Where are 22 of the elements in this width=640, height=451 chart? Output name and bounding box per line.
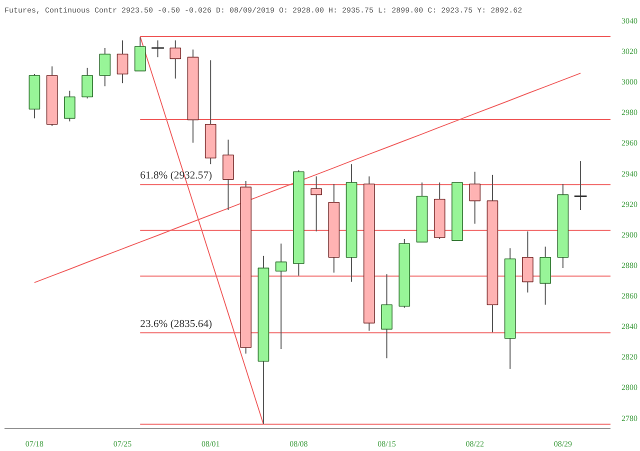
y-tick-label: 2780	[622, 414, 638, 423]
x-tick-label: 08/08	[290, 440, 308, 448]
y-tick-label: 2880	[622, 260, 638, 270]
y-tick-label: 2900	[622, 230, 638, 240]
x-tick-label: 08/22	[466, 440, 484, 448]
y-tick-label: 2980	[622, 108, 638, 118]
y-tick-label: 2860	[622, 292, 638, 301]
y-tick-label: 2800	[622, 383, 638, 392]
x-tick-label: 08/15	[378, 440, 396, 448]
y-tick-label: 2920	[622, 200, 638, 209]
y-tick-label: 3020	[622, 47, 638, 56]
x-tick-label: 08/29	[554, 440, 572, 448]
y-tick-label: 3000	[622, 78, 638, 87]
y-tick-label: 2840	[622, 322, 638, 332]
ref-line-label: 23.6% (2835.64)	[140, 318, 213, 330]
y-tick-label: 2960	[622, 138, 638, 148]
y-tick-label: 2820	[622, 352, 638, 362]
x-tick-label: 08/01	[202, 440, 220, 448]
y-tick-label: 3040	[622, 16, 638, 26]
x-tick-label: 07/25	[113, 440, 132, 448]
y-tick-label: 2940	[622, 169, 638, 178]
x-tick-label: 07/18	[25, 440, 44, 448]
